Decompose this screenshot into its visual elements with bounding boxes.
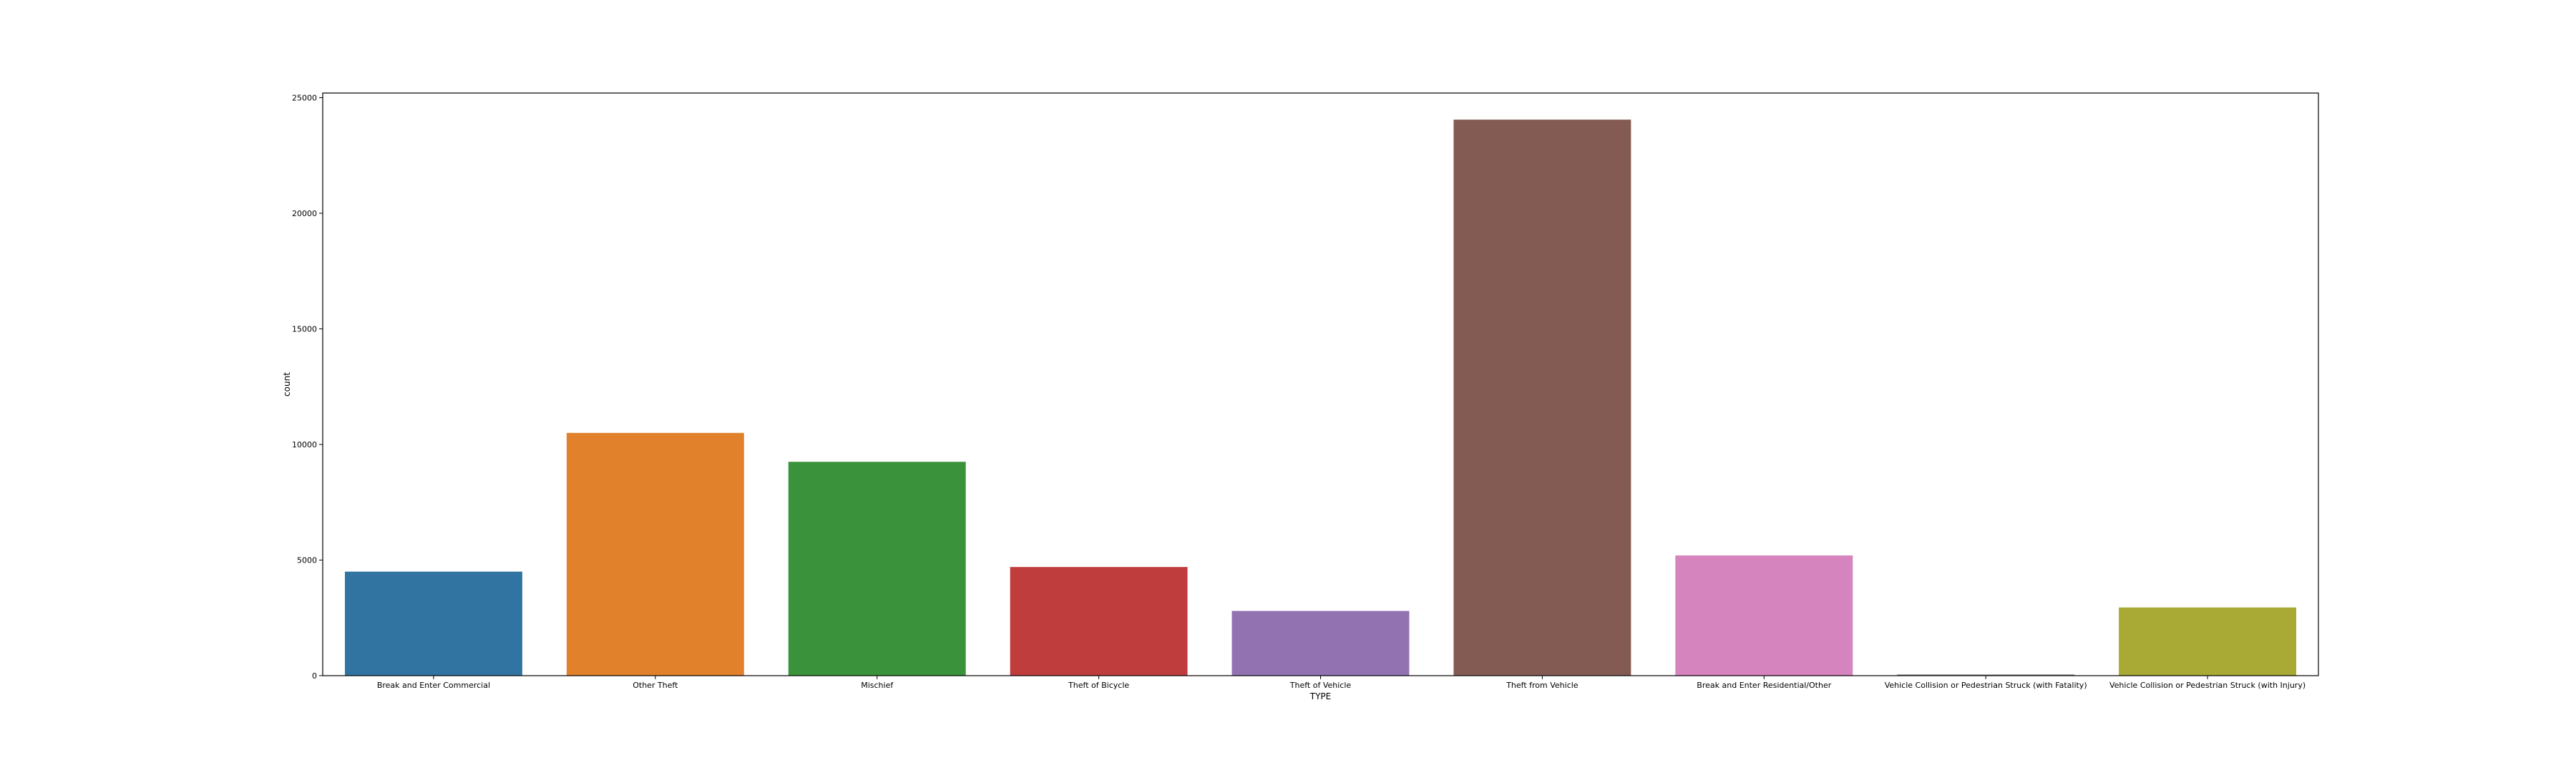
bar bbox=[1675, 555, 1853, 676]
x-tick-label: Theft of Bicycle bbox=[1068, 681, 1129, 690]
x-tick-label: Break and Enter Residential/Other bbox=[1697, 681, 1831, 690]
y-tick-label: 10000 bbox=[292, 440, 317, 449]
bar bbox=[566, 432, 744, 676]
y-tick-label: 25000 bbox=[292, 93, 317, 102]
y-tick-label: 15000 bbox=[292, 324, 317, 334]
bar bbox=[1453, 120, 1631, 676]
y-axis-label: count bbox=[282, 372, 292, 397]
y-axis: 0 5000 10000 15000 20000 25000 bbox=[292, 93, 323, 681]
x-tick-label: Mischief bbox=[861, 681, 894, 690]
bar bbox=[788, 462, 966, 676]
x-tick-label: Vehicle Collision or Pedestrian Struck (… bbox=[2109, 681, 2306, 690]
bar bbox=[1897, 674, 2075, 676]
x-axis-label: TYPE bbox=[1309, 691, 1331, 701]
bars-group bbox=[344, 120, 2297, 676]
x-tick-label: Theft from Vehicle bbox=[1506, 681, 1579, 690]
y-tick-label: 5000 bbox=[297, 555, 317, 565]
x-tick-label: Theft of Vehicle bbox=[1289, 681, 1352, 690]
x-tick-label: Other Theft bbox=[633, 681, 678, 690]
bar bbox=[2119, 607, 2297, 676]
x-tick-label: Break and Enter Commercial bbox=[377, 681, 490, 690]
x-axis: Break and Enter Commercial Other Theft Mis… bbox=[377, 676, 2306, 690]
y-tick-label: 0 bbox=[312, 671, 317, 681]
y-tick-label: 20000 bbox=[292, 209, 317, 218]
bar bbox=[1231, 611, 1410, 676]
bar bbox=[1010, 567, 1188, 676]
x-tick-label: Vehicle Collision or Pedestrian Struck (… bbox=[1885, 681, 2087, 690]
bar bbox=[344, 571, 522, 676]
